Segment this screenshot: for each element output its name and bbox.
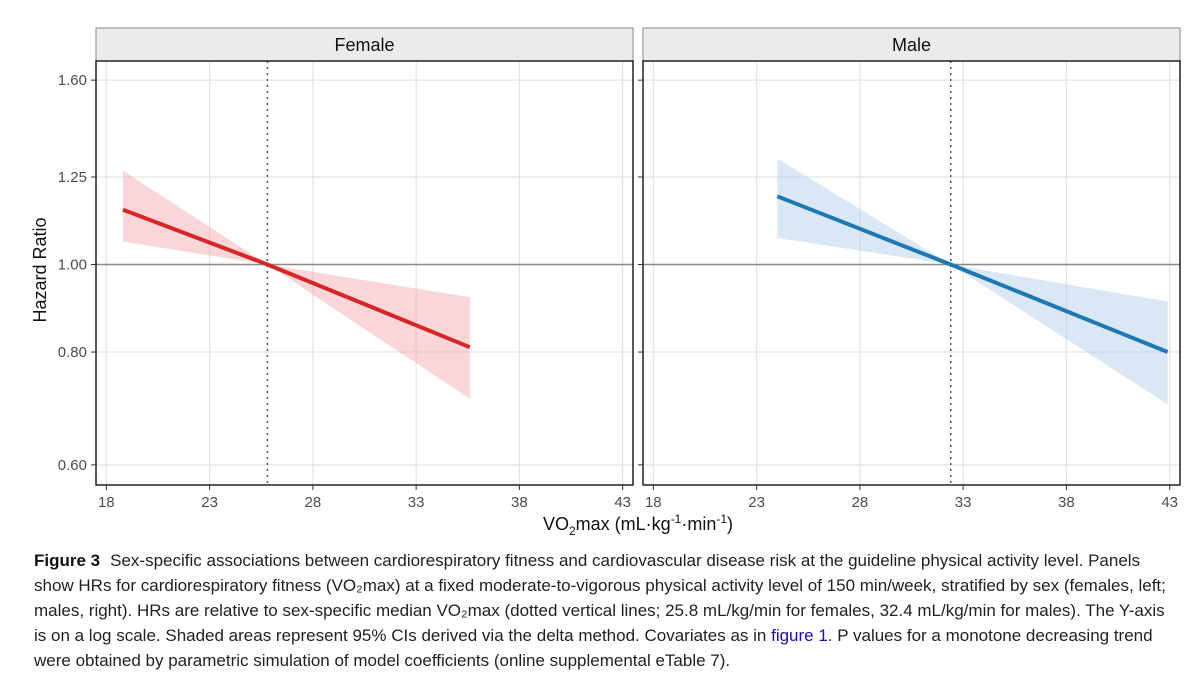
panel-female-series [122,207,471,350]
caption-text-after: . P values for a monotone decreasing tre… [34,626,1153,670]
x-axis-label-max: max (mL·kg [576,514,671,534]
y-tick-label: 0.80 [58,344,87,361]
y-tick-label: 0.60 [58,457,87,474]
female-x-tick-label: 43 [614,494,631,511]
y-tick-label: 1.60 [58,72,87,89]
panel-male-border [642,60,1181,486]
male-x-tick-label: 28 [852,494,869,511]
figure-caption: Figure 3 Sex-specific associations betwee… [34,548,1174,673]
male-x-tick-label: 33 [955,494,972,511]
panel-female: Female 0.60 0.80 1.00 1.25 1.60 18 23 28 33 38 43 [58,27,634,511]
panel-male-strip [642,27,1181,62]
panel-female-reference-lines [96,61,633,485]
male-hazard-line [776,194,1169,354]
female-ci-band [122,170,470,399]
figure-label: Figure 3 [34,551,101,570]
caption-text-before: Sex-specific associations between cardio… [34,551,1166,645]
panel-female-plot-area [96,61,633,485]
figure-1-link[interactable]: figure 1 [771,626,828,645]
male-x-tick-label: 38 [1058,494,1075,511]
female-x-tick-label: 28 [305,494,322,511]
panel-female-y-ticks: 0.60 0.80 1.00 1.25 1.60 [58,72,96,474]
x-axis-label: VO2max (mL·kg-1·min-1) [543,512,733,538]
female-x-tick-label: 23 [201,494,218,511]
x-axis-label-sub: 2 [569,524,576,538]
panel-male: Male 18 23 28 33 38 43 [638,27,1181,511]
panel-female-strip [95,27,634,62]
male-ci-band [777,158,1168,405]
panel-male-y-ticks [638,79,643,466]
panel-male-grid [643,61,1180,485]
female-hazard-line [122,207,471,350]
panel-male-title: Male [892,35,931,55]
panel-male-series [776,194,1169,354]
panel-female-ci-band-group [122,170,470,399]
panel-female-title: Female [334,35,394,55]
x-axis-label-sup2: -1 [716,512,727,526]
female-x-tick-label: 18 [98,494,115,511]
female-x-tick-label: 38 [511,494,528,511]
male-x-tick-label: 43 [1161,494,1178,511]
panel-male-x-ticks: 18 23 28 33 38 43 [645,485,1178,511]
panel-male-reference-lines [643,61,1180,485]
y-tick-label: 1.25 [58,169,87,186]
male-x-tick-label: 23 [748,494,765,511]
male-x-tick-label: 18 [645,494,662,511]
panel-male-ci-band-group [777,158,1168,405]
panel-male-plot-area [643,61,1180,485]
x-axis-label-vo: VO [543,514,569,534]
female-x-tick-label: 33 [408,494,425,511]
y-tick-label: 1.00 [58,257,87,274]
x-axis-label-mid: ·min [681,514,716,534]
figure-chart: Hazard Ratio Female 0.60 0.80 1.00 1.25 1.60… [30,27,1181,538]
panel-female-border [95,60,634,486]
x-axis-label-sup1: -1 [671,512,682,526]
y-axis-label: Hazard Ratio [30,217,50,322]
panel-female-x-ticks: 18 23 28 33 38 43 [98,485,631,511]
x-axis-label-end: ) [727,514,733,534]
